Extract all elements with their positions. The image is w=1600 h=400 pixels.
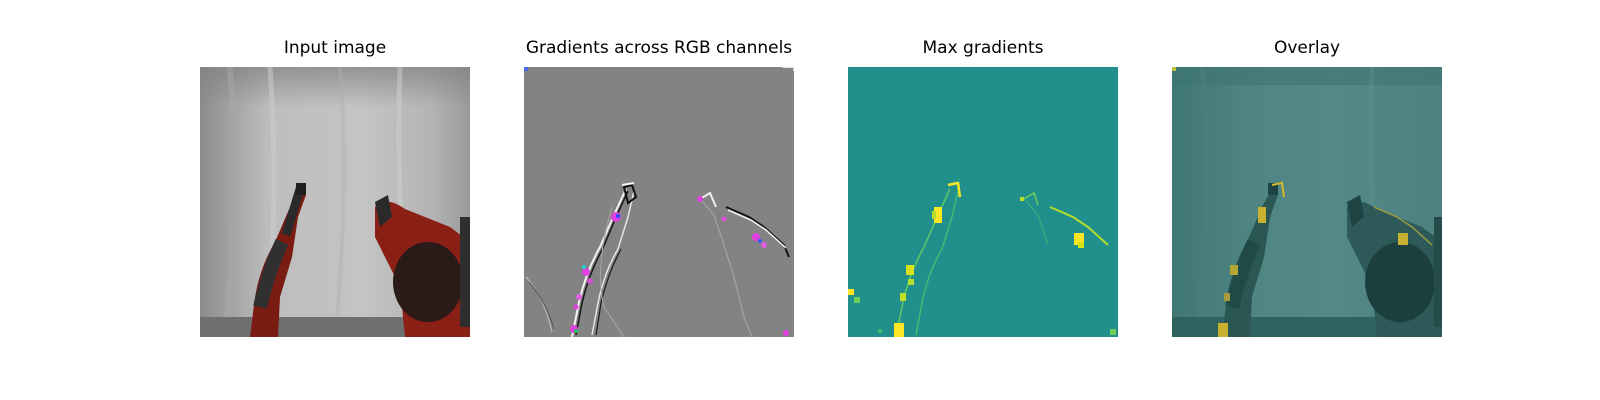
input-image <box>200 67 470 337</box>
panel-title: Max gradients <box>922 38 1044 58</box>
panel-title: Overlay <box>1273 38 1341 58</box>
overlay-image <box>1172 67 1442 337</box>
panel-title: Gradients across RGB channels <box>525 38 793 58</box>
max-gradient-image <box>848 67 1118 337</box>
panel-title: Input image <box>283 38 387 58</box>
rgb-gradient-image <box>524 67 794 337</box>
